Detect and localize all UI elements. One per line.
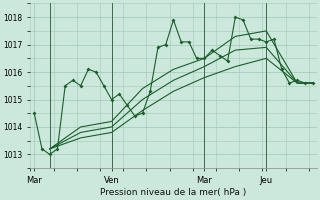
X-axis label: Pression niveau de la mer( hPa ): Pression niveau de la mer( hPa ) — [100, 188, 247, 197]
